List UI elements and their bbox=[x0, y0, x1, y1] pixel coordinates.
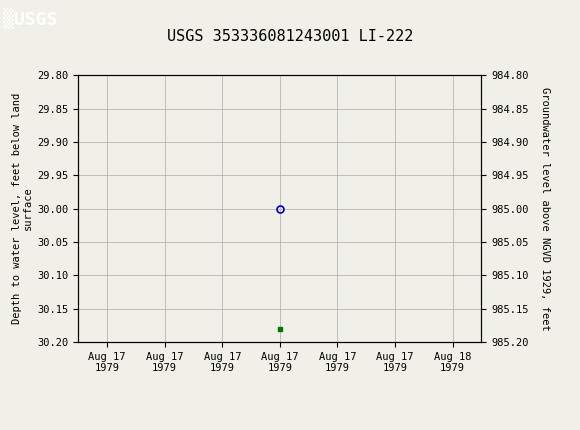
Text: USGS 353336081243001 LI-222: USGS 353336081243001 LI-222 bbox=[167, 29, 413, 44]
Y-axis label: Groundwater level above NGVD 1929, feet: Groundwater level above NGVD 1929, feet bbox=[540, 87, 550, 330]
Text: ▒USGS: ▒USGS bbox=[3, 8, 57, 29]
Y-axis label: Depth to water level, feet below land
surface: Depth to water level, feet below land su… bbox=[12, 93, 33, 324]
